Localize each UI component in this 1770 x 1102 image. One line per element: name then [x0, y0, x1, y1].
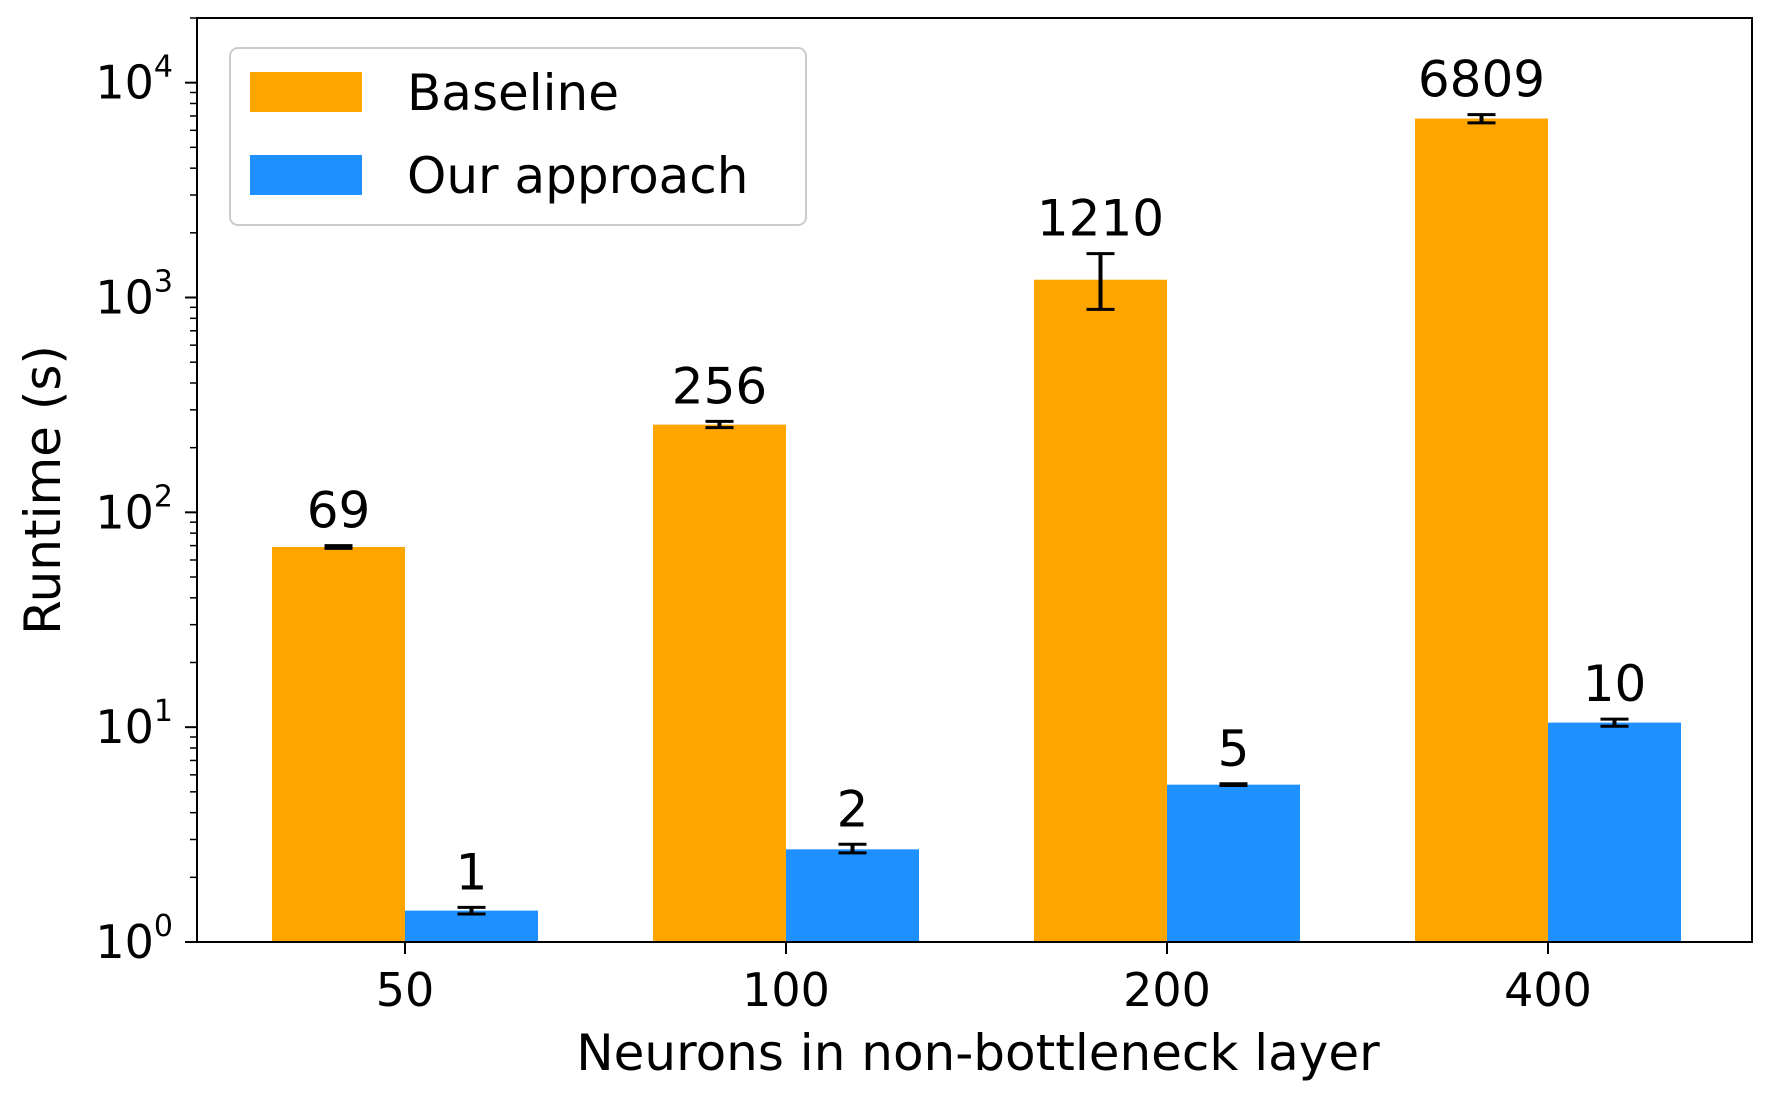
value-label-baseline-100: 256: [672, 357, 767, 415]
error-bar-baseline-100: [705, 419, 734, 430]
y-tick-label: 100: [95, 909, 173, 969]
y-tick-label: 101: [95, 694, 173, 754]
y-axis-label: Runtime (s): [14, 345, 72, 635]
value-label-baseline-50: 69: [307, 482, 371, 540]
plot-frame: [196, 17, 1753, 943]
value-labels-layer: 69 256 1210 6809 1 2 5 10: [307, 51, 1647, 902]
x-tick-label-200: 200: [1123, 963, 1211, 1017]
value-label-baseline-200: 1210: [1037, 190, 1164, 248]
legend-swatch-our-approach: [250, 155, 362, 195]
error-bars-layer: [324, 113, 1629, 916]
bar-our-approach-400: [1548, 722, 1681, 942]
bar-our-approach-50: [405, 910, 538, 942]
x-tick-label-400: 400: [1504, 963, 1592, 1017]
legend-label-our-approach: Our approach: [407, 147, 748, 205]
value-label-our-approach-400: 10: [1583, 655, 1647, 713]
error-bar-baseline-200: [1086, 252, 1115, 311]
error-bar-our-approach-200: [1219, 782, 1248, 788]
error-bar-our-approach-50: [457, 905, 486, 916]
error-bar-our-approach-400: [1600, 717, 1629, 728]
legend: Baseline Our approach: [229, 47, 807, 226]
y-tick-label: 103: [95, 265, 173, 325]
error-bar-baseline-400: [1467, 113, 1496, 125]
value-label-our-approach-100: 2: [837, 780, 869, 838]
bar-baseline-400: [1415, 118, 1548, 943]
value-label-our-approach-50: 1: [456, 843, 488, 901]
legend-label-baseline: Baseline: [407, 64, 619, 122]
y-tick-label: 102: [95, 479, 173, 539]
legend-swatch-baseline: [250, 72, 362, 112]
value-label-baseline-400: 6809: [1418, 51, 1545, 109]
y-tick-label: 104: [95, 50, 173, 110]
bar-baseline-50: [272, 546, 405, 942]
legend-box: [229, 47, 807, 226]
bar-our-approach-200: [1167, 784, 1300, 942]
error-bar-our-approach-100: [838, 842, 867, 855]
bar-baseline-100: [653, 424, 786, 943]
x-tick-label-50: 50: [376, 963, 435, 1017]
bars-layer: [272, 118, 1681, 943]
value-label-our-approach-200: 5: [1218, 720, 1250, 778]
x-axis-label: Neurons in non-bottleneck layer: [576, 1024, 1380, 1082]
bar-baseline-200: [1034, 279, 1167, 942]
error-bar-baseline-50: [324, 544, 353, 550]
x-tick-label-100: 100: [742, 963, 830, 1017]
bar-our-approach-100: [786, 849, 919, 942]
